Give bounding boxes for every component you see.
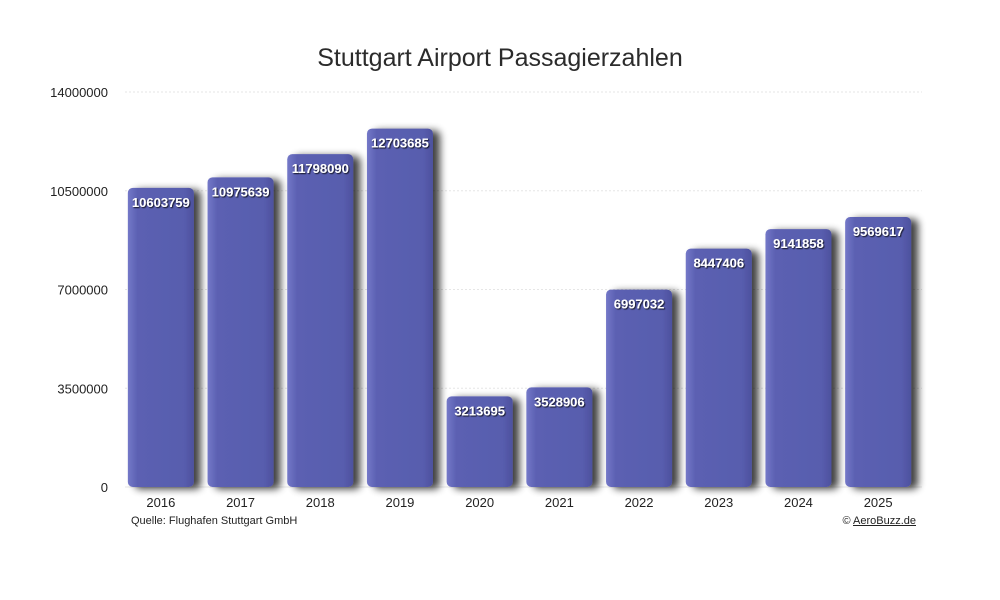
bar-2021: [526, 387, 593, 487]
x-tick-label: 2016: [146, 495, 175, 510]
data-label-2025: 9569617: [853, 224, 904, 239]
data-labels: 10603759 10975639 11798090 12703685 3213695 3…: [132, 136, 904, 419]
y-tick-label: 10500000: [50, 184, 108, 199]
bar-2022: [606, 289, 673, 487]
copyright-site-link[interactable]: AeroBuzz.de: [853, 515, 916, 527]
x-tick-label: 2017: [226, 495, 255, 510]
bars: [127, 128, 912, 488]
x-tick-label: 2024: [784, 495, 813, 510]
data-label-2021: 3528906: [534, 394, 585, 409]
data-label-2024: 9141858: [773, 236, 824, 251]
x-tick-label: 2019: [385, 495, 414, 510]
x-tick-label: 2025: [864, 495, 893, 510]
bar-2023: [685, 248, 752, 487]
x-tick-label: 2023: [704, 495, 733, 510]
bar-2018: [287, 154, 354, 488]
data-label-2018: 11798090: [292, 161, 349, 176]
data-label-2017: 10975639: [212, 184, 270, 199]
bar-2019: [366, 128, 433, 488]
x-tick-label: 2020: [465, 495, 494, 510]
copyright-symbol: ©: [842, 515, 851, 527]
source-note: Quelle: Flughafen Stuttgart GmbH: [131, 515, 298, 527]
x-tick-label: 2018: [306, 495, 335, 510]
y-tick-label: 14000000: [50, 85, 108, 100]
data-label-2022: 6997032: [614, 297, 665, 312]
y-tick-label: 7000000: [57, 283, 108, 298]
bar-2025: [845, 217, 912, 487]
data-label-2019: 12703685: [371, 136, 429, 151]
data-label-2016: 10603759: [132, 195, 190, 210]
bar-2016: [127, 187, 194, 487]
copyright-note: © AeroBuzz.de: [842, 515, 916, 527]
bar-2017: [207, 177, 274, 487]
x-tick-label: 2022: [625, 495, 654, 510]
x-tick-label: 2021: [545, 495, 574, 510]
bar-2020: [446, 396, 513, 487]
data-label-2023: 8447406: [693, 256, 744, 271]
y-axis-ticks: 0 3500000 7000000 10500000 14000000: [50, 85, 108, 495]
chart-title: Stuttgart Airport Passagierzahlen: [317, 44, 683, 72]
bar-2024: [765, 229, 832, 487]
x-axis-ticks: 2016 2017 2018 2019 2020 2021 2022 2023 2024 2025: [146, 495, 892, 510]
y-tick-label: 3500000: [57, 381, 108, 396]
data-label-2020: 3213695: [454, 403, 505, 418]
y-tick-label: 0: [101, 480, 108, 495]
